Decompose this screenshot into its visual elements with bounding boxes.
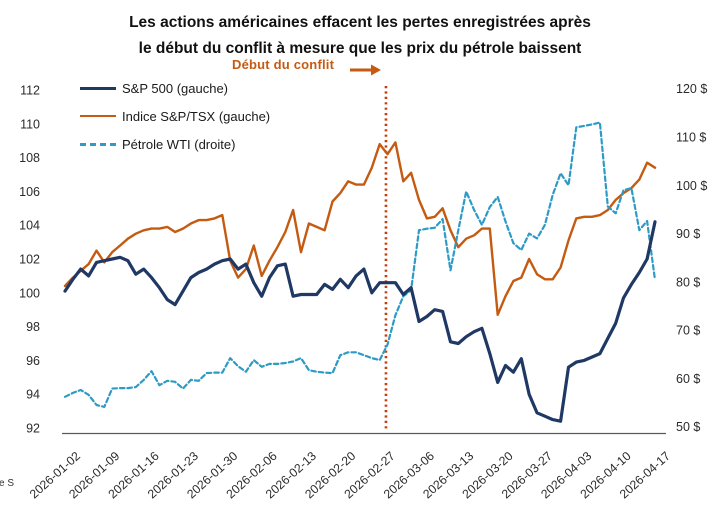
left-axis-tick-label: 98 <box>26 320 40 334</box>
right-axis-tick-label: 70 $ <box>676 324 700 338</box>
sp500-line-swatch-icon <box>80 86 116 90</box>
source-text-fragment-line1: e S <box>0 478 15 489</box>
right-axis-tick-label: 120 $ <box>676 82 707 96</box>
legend-label-sp500: S&P 500 (gauche) <box>122 80 228 96</box>
right-axis-tick-label: 110 $ <box>676 130 706 144</box>
chart-legend: S&P 500 (gauche) Indice S&P/TSX (gauche)… <box>80 74 270 158</box>
conflict-arrow-head-icon <box>371 64 381 76</box>
left-axis-tick-label: 106 <box>19 185 40 199</box>
right-axis-tick-label: 100 $ <box>676 179 707 193</box>
chart-title-line2: le début du conflit à mesure que les pri… <box>138 40 582 57</box>
source-text-fragment: e S t E <box>0 446 14 519</box>
tsx-line-swatch-icon <box>80 115 116 117</box>
right-axis-tick-label: 90 $ <box>676 227 700 241</box>
chart-title: Les actions américaines effacent les per… <box>0 10 720 62</box>
left-axis-tick-label: 110 <box>20 117 40 131</box>
legend-item-wti: Pétrole WTI (droite) <box>80 130 270 158</box>
wti-line-swatch-icon <box>80 142 116 146</box>
right-axis-tick-label: 50 $ <box>676 420 700 434</box>
right-axis-tick-label: 60 $ <box>676 372 700 386</box>
conflict-annotation-label: Début du conflit <box>232 57 335 72</box>
series-line-tsx <box>63 141 657 316</box>
left-axis-tick-label: 112 <box>20 84 40 98</box>
left-axis-tick-label: 104 <box>19 219 40 233</box>
legend-label-wti: Pétrole WTI (droite) <box>122 136 236 152</box>
legend-item-tsx: Indice S&P/TSX (gauche) <box>80 102 270 130</box>
left-axis-tick-label: 92 <box>26 422 40 436</box>
left-axis-tick-label: 94 <box>26 388 40 402</box>
left-axis-tick-label: 108 <box>19 151 40 165</box>
right-axis-tick-label: 80 $ <box>676 275 700 289</box>
left-axis-tick-label: 100 <box>19 286 40 300</box>
legend-item-sp500: S&P 500 (gauche) <box>80 74 270 102</box>
legend-label-tsx: Indice S&P/TSX (gauche) <box>122 108 271 124</box>
series-line-wti <box>63 121 657 408</box>
series-line-sp500 <box>63 220 657 423</box>
left-axis-tick-label: 102 <box>19 253 40 267</box>
chart-title-line1: Les actions américaines effacent les per… <box>129 14 591 31</box>
left-axis-tick-label: 96 <box>26 354 40 368</box>
